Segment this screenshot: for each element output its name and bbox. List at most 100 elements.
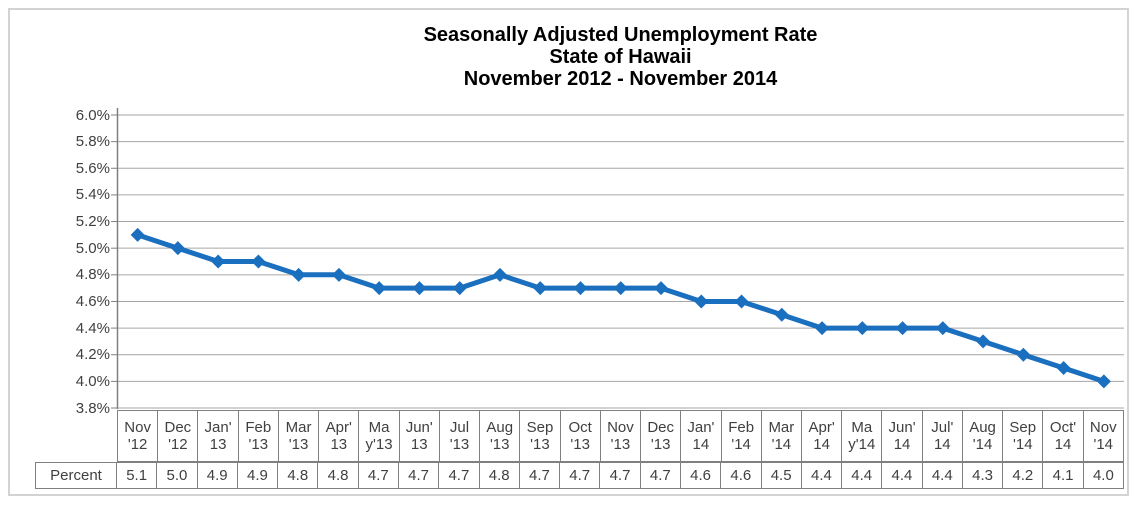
month-cell-line2: 13	[209, 436, 227, 453]
month-cell: Jun' 13	[400, 411, 440, 461]
data-point-marker	[291, 267, 306, 282]
chart-title-line3: November 2012 - November 2014	[463, 68, 778, 90]
month-cell-line1: Ma	[851, 419, 873, 436]
month-cell-line2: '12	[127, 436, 148, 453]
month-cell-line1: Sep	[1009, 419, 1037, 436]
y-axis-tick-label: 4.6%	[75, 292, 110, 310]
data-point-marker	[331, 267, 346, 282]
y-axis-tick-label: 4.2%	[75, 346, 110, 364]
percent-value-cell: 4.2	[1003, 463, 1044, 488]
data-point-marker	[1016, 347, 1031, 362]
percent-value-cell: 4.6	[721, 463, 762, 488]
month-cell-line2: '14	[731, 436, 751, 453]
data-point-marker	[452, 281, 467, 296]
data-point-marker	[855, 321, 870, 336]
data-point-marker	[815, 321, 830, 336]
month-cell-line2: '14	[1012, 436, 1033, 453]
month-cell-line1: Dec	[164, 419, 192, 436]
percent-value-cell: 4.5	[762, 463, 802, 488]
month-cell: Oct' 14	[1043, 411, 1084, 461]
month-cell-line1: Apr'	[808, 419, 835, 436]
y-axis-tick-label: 4.0%	[75, 372, 110, 390]
y-axis-tick-label: 4.4%	[75, 319, 110, 337]
month-cell-line2: 13	[330, 436, 348, 453]
data-point-marker	[694, 294, 709, 309]
percent-value-cell: 4.9	[238, 463, 279, 488]
month-cell: Sep '14	[1003, 411, 1044, 461]
month-cell-line2: 13	[410, 436, 428, 453]
percent-value-cell: 4.8	[318, 463, 359, 488]
month-cell: Aug '13	[480, 411, 521, 461]
percent-value-cell: 4.3	[963, 463, 1004, 488]
data-point-marker	[372, 281, 387, 296]
month-cell-line2: '12	[168, 436, 188, 453]
data-point-marker	[613, 281, 628, 296]
month-cell-line1: Mar	[285, 419, 312, 436]
data-point-marker	[573, 281, 588, 296]
month-cell-line2: 14	[893, 436, 911, 453]
month-cell-line2: y'14	[848, 436, 876, 453]
month-cell: Nov '13	[601, 411, 642, 461]
data-point-marker	[1056, 361, 1071, 376]
month-cell-line1: Oct'	[1049, 419, 1077, 436]
month-cell: Jan' 13	[198, 411, 239, 461]
month-cell-line2: '14	[771, 436, 792, 453]
percent-value-cell: 4.7	[359, 463, 399, 488]
month-cell: Jun' 14	[882, 411, 923, 461]
percent-value-cell: 4.4	[923, 463, 963, 488]
y-axis-tick-label: 5.2%	[75, 213, 110, 231]
y-axis-tick-label: 5.8%	[75, 133, 110, 151]
month-cell-line2: '13	[288, 436, 309, 453]
data-point-marker	[895, 321, 910, 336]
percent-value-cell: 4.9	[198, 463, 238, 488]
percent-values: 5.1 5.0 4.9 4.9 4.8 4.8 4.7 4.7 4.7 4.8 4.7 4.7 4.7 4…	[117, 463, 1123, 488]
data-point-marker	[935, 321, 950, 336]
month-cell: Jul '13	[440, 411, 481, 461]
month-cell: Apr' 14	[802, 411, 843, 461]
percent-value-cell: 4.7	[520, 463, 561, 488]
month-cell-line1: Jan'	[687, 419, 715, 436]
month-cell: Feb '14	[722, 411, 762, 461]
chart-title-line2: State of Hawaii	[549, 46, 692, 68]
y-axis-tick-label: 5.0%	[75, 239, 110, 257]
month-cell: Nov '12	[118, 411, 159, 461]
month-cell: Aug '14	[963, 411, 1004, 461]
month-cell: Dec '13	[641, 411, 682, 461]
month-cell-line2: '13	[570, 436, 590, 453]
percent-value-cell: 5.0	[157, 463, 198, 488]
month-cell-line1: Feb	[245, 419, 272, 436]
month-cell-line1: Mar	[768, 419, 795, 436]
month-cell-line1: Jan'	[204, 419, 232, 436]
data-point-marker	[211, 254, 226, 269]
month-cell-line1: Feb	[728, 419, 755, 436]
month-cell: Sep '13	[520, 411, 561, 461]
percent-value-cell: 4.7	[641, 463, 681, 488]
month-cell: Dec '12	[158, 411, 199, 461]
month-cell: Ma y'14	[842, 411, 883, 461]
month-header-row: Nov '12 Dec '12 Jan' 13 Feb '13 Mar '13 Apr' 13 Ma y'…	[117, 410, 1124, 462]
month-cell-line1: Nov	[1089, 419, 1117, 436]
y-axis-tick-label: 5.4%	[75, 186, 110, 204]
month-cell-line2: y'13	[365, 436, 393, 453]
percent-value-cell: 4.8	[480, 463, 520, 488]
month-cell: Mar '14	[762, 411, 802, 461]
month-cell: Apr' 13	[319, 411, 360, 461]
trend-line	[135, 232, 1107, 384]
data-point-marker	[1096, 374, 1111, 389]
month-cell-line1: Oct	[568, 419, 592, 436]
y-axis-tick-label: 4.8%	[75, 266, 110, 284]
month-cell-line1: Jun'	[888, 419, 916, 436]
month-cell-line2: 14	[692, 436, 710, 453]
month-cell: Jan' 14	[681, 411, 722, 461]
chart-title-line1: Seasonally Adjusted Unemployment Rate	[423, 24, 818, 46]
month-cell-line1: Nov	[607, 419, 634, 436]
percent-value-cell: 4.1	[1043, 463, 1084, 488]
percent-value-cell: 4.7	[560, 463, 601, 488]
month-cell: Nov '14	[1084, 411, 1123, 461]
month-cell-line1: Jun'	[405, 419, 433, 436]
data-point-marker	[774, 307, 789, 322]
data-point-marker	[251, 254, 266, 269]
chart-title: Seasonally Adjusted Unemployment Rate St…	[117, 24, 1124, 90]
percent-value-cell: 4.0	[1092, 467, 1114, 484]
